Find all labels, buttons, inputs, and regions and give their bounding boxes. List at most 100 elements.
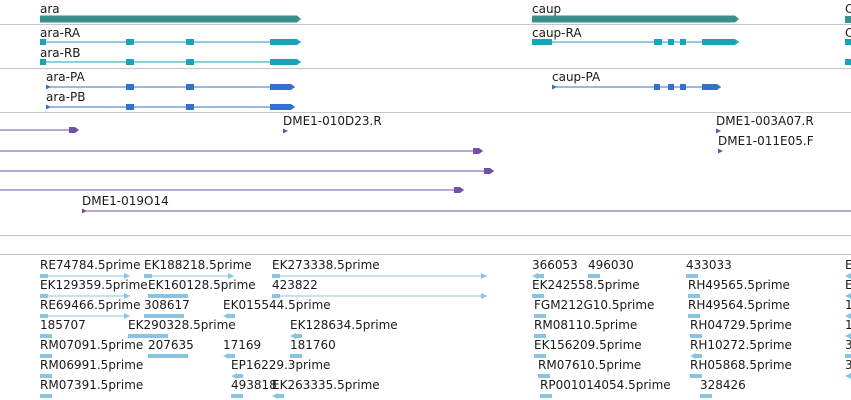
est-label[interactable]: 17169 bbox=[223, 338, 262, 352]
protein-label[interactable]: ara-PA bbox=[46, 70, 85, 84]
est-label[interactable]: 185707 bbox=[40, 318, 86, 332]
est-label[interactable]: 433033 bbox=[686, 258, 732, 272]
est-block[interactable] bbox=[688, 314, 700, 318]
est-label[interactable]: EK273338.5prime bbox=[272, 258, 380, 272]
est-block[interactable] bbox=[696, 354, 702, 358]
transcript-exon[interactable] bbox=[126, 39, 134, 45]
est-block[interactable] bbox=[272, 294, 280, 298]
est-label[interactable]: 207635 bbox=[148, 338, 194, 352]
est-block[interactable] bbox=[229, 354, 235, 358]
est-label[interactable]: RM07091.5prime bbox=[40, 338, 144, 352]
est-label[interactable]: RM07610.5prime bbox=[538, 358, 642, 372]
transcript-exon[interactable] bbox=[270, 59, 276, 65]
est-label[interactable]: RM06991.5prime bbox=[40, 358, 144, 372]
protein-exon[interactable] bbox=[276, 104, 295, 110]
gene-glyph[interactable] bbox=[845, 16, 851, 23]
est-block[interactable] bbox=[690, 334, 702, 338]
protein-exon[interactable] bbox=[126, 104, 134, 110]
est-label[interactable]: EK129359.5prime bbox=[40, 278, 148, 292]
est-block[interactable] bbox=[231, 394, 243, 398]
est-label[interactable]: EK263335.5prime bbox=[272, 378, 380, 392]
est-label[interactable]: 423822 bbox=[272, 278, 318, 292]
protein-exon[interactable] bbox=[186, 104, 194, 110]
protein-exon[interactable] bbox=[270, 84, 276, 90]
est-block[interactable] bbox=[532, 294, 544, 298]
transcript-label[interactable]: ara-RB bbox=[40, 46, 81, 60]
est-block[interactable] bbox=[144, 274, 152, 278]
est-block[interactable] bbox=[845, 354, 851, 358]
protein-exon[interactable] bbox=[126, 84, 134, 90]
protein-exon[interactable] bbox=[680, 84, 686, 90]
est-label[interactable]: 328426 bbox=[700, 378, 746, 392]
transcript-exon[interactable] bbox=[654, 39, 662, 45]
protein-exon[interactable] bbox=[270, 104, 276, 110]
est-label[interactable]: RH05868.5prime bbox=[690, 358, 792, 372]
transcript-exon[interactable] bbox=[270, 39, 276, 45]
transcript-exon[interactable] bbox=[845, 59, 851, 65]
est-label[interactable]: 493818 bbox=[231, 378, 277, 392]
est-block[interactable] bbox=[40, 354, 52, 358]
est-label[interactable]: 1 bbox=[845, 298, 851, 312]
est-label[interactable]: EK156209.5prime bbox=[534, 338, 642, 352]
gene-glyph[interactable] bbox=[532, 15, 739, 23]
est-block[interactable] bbox=[40, 314, 48, 318]
est-block[interactable] bbox=[588, 274, 600, 278]
clone-end[interactable] bbox=[484, 168, 494, 174]
transcript-label[interactable]: caup-RA bbox=[532, 26, 582, 40]
est-label[interactable]: EP16229.3prime bbox=[231, 358, 331, 372]
transcript-label[interactable]: ara-RA bbox=[40, 26, 81, 40]
est-label[interactable]: EK290328.5prime bbox=[128, 318, 236, 332]
transcript-exon[interactable] bbox=[40, 39, 46, 45]
est-block[interactable] bbox=[686, 274, 698, 278]
est-block[interactable] bbox=[237, 374, 243, 378]
est-block[interactable] bbox=[534, 334, 546, 338]
est-block[interactable] bbox=[40, 394, 52, 398]
est-label[interactable]: RP001014054.5prime bbox=[540, 378, 671, 392]
clone-label[interactable]: DME1-010D23.R bbox=[283, 114, 382, 128]
protein-exon[interactable] bbox=[186, 84, 194, 90]
est-label[interactable]: FGM212G10.5prime bbox=[534, 298, 655, 312]
protein-exon[interactable] bbox=[668, 84, 674, 90]
est-label[interactable]: RE69466.5prime bbox=[40, 298, 141, 312]
gene-label[interactable]: C bbox=[845, 2, 851, 16]
gene-label[interactable]: ara bbox=[40, 2, 60, 16]
est-label[interactable]: EK160128.5prime bbox=[148, 278, 256, 292]
transcript-exon[interactable] bbox=[845, 39, 851, 45]
est-block[interactable] bbox=[40, 294, 48, 298]
protein-label[interactable]: caup-PA bbox=[552, 70, 601, 84]
est-label[interactable]: EK015544.5prime bbox=[223, 298, 331, 312]
est-block[interactable] bbox=[700, 394, 712, 398]
transcript-exon[interactable] bbox=[532, 39, 552, 45]
est-label[interactable]: RE74784.5prime bbox=[40, 258, 141, 272]
transcript-exon[interactable] bbox=[126, 59, 134, 65]
transcript-exon[interactable] bbox=[186, 59, 194, 65]
est-block[interactable] bbox=[538, 374, 550, 378]
est-block[interactable] bbox=[148, 354, 188, 358]
est-label[interactable]: EK188218.5prime bbox=[144, 258, 252, 272]
gene-label[interactable]: caup bbox=[532, 2, 562, 16]
est-block[interactable] bbox=[540, 394, 552, 398]
est-label[interactable]: RH04729.5prime bbox=[690, 318, 792, 332]
est-label[interactable]: E bbox=[845, 278, 851, 292]
transcript-exon[interactable] bbox=[40, 59, 46, 65]
est-block[interactable] bbox=[148, 294, 188, 298]
est-label[interactable]: 308617 bbox=[144, 298, 190, 312]
est-label[interactable]: 1 bbox=[845, 318, 851, 332]
est-label[interactable]: RH49564.5prime bbox=[688, 298, 790, 312]
est-label[interactable]: 496030 bbox=[588, 258, 634, 272]
est-block[interactable] bbox=[296, 334, 302, 338]
transcript-exon[interactable] bbox=[668, 39, 674, 45]
est-label[interactable]: 3 bbox=[845, 338, 851, 352]
est-block[interactable] bbox=[272, 274, 280, 278]
est-block[interactable] bbox=[278, 394, 284, 398]
est-block[interactable] bbox=[688, 294, 700, 298]
est-label[interactable]: RM08110.5prime bbox=[534, 318, 638, 332]
est-label[interactable]: 181760 bbox=[290, 338, 336, 352]
est-label[interactable]: RM07391.5prime bbox=[40, 378, 144, 392]
est-block[interactable] bbox=[40, 374, 52, 378]
est-label[interactable]: E bbox=[845, 258, 851, 272]
clone-label[interactable]: DME1-003A07.R bbox=[716, 114, 814, 128]
est-block[interactable] bbox=[534, 314, 546, 318]
transcript-exon[interactable] bbox=[276, 59, 301, 65]
est-block[interactable] bbox=[290, 354, 302, 358]
